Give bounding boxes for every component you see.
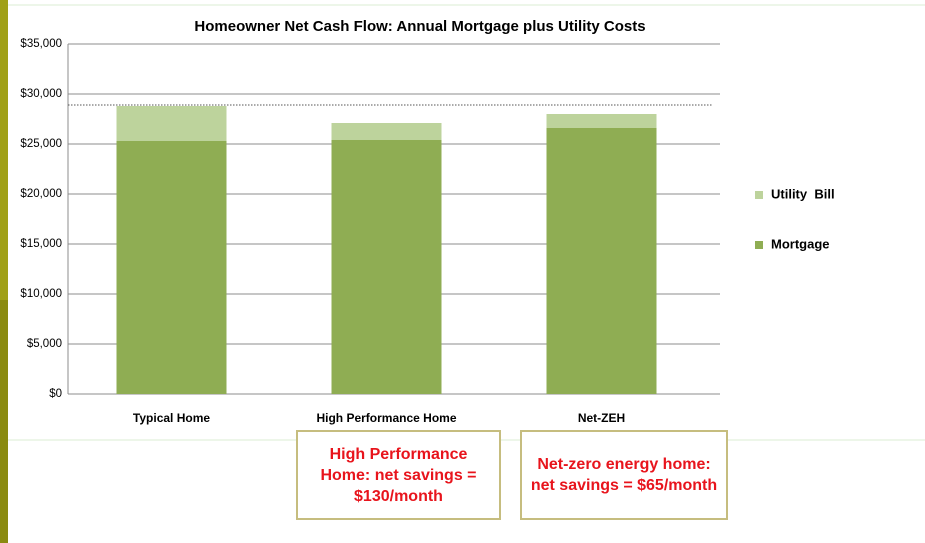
annotation: Net-zero energy home: net savings = $65/… <box>520 430 728 520</box>
side-strip-dark <box>0 300 8 543</box>
y-tick-label: $0 <box>49 388 62 400</box>
bar-segment <box>331 123 442 140</box>
bar-segment <box>546 114 657 128</box>
y-tick-label: $30,000 <box>20 88 62 100</box>
legend-label: Utility Bill <box>771 186 835 201</box>
x-tick-label: Net-ZEH <box>578 411 625 425</box>
y-tick-label: $10,000 <box>20 288 62 300</box>
y-tick-label: $25,000 <box>20 138 62 150</box>
y-tick-label: $20,000 <box>20 188 62 200</box>
x-tick-label: High Performance Home <box>316 411 456 425</box>
bar-segment <box>116 141 227 394</box>
legend-label: Mortgage <box>771 236 830 251</box>
x-tick-label: Typical Home <box>133 411 210 425</box>
legend-swatch <box>755 191 763 199</box>
legend-swatch <box>755 241 763 249</box>
y-tick-label: $5,000 <box>27 338 62 350</box>
y-tick-label: $35,000 <box>20 38 62 50</box>
bar-segment <box>116 106 227 141</box>
chart-title: Homeowner Net Cash Flow: Annual Mortgage… <box>194 18 645 35</box>
y-tick-label: $15,000 <box>20 238 62 250</box>
side-strip <box>0 0 8 543</box>
bar-segment <box>546 128 657 394</box>
annotation: High Performance Home: net savings = $13… <box>296 430 501 520</box>
bar-segment <box>331 140 442 394</box>
